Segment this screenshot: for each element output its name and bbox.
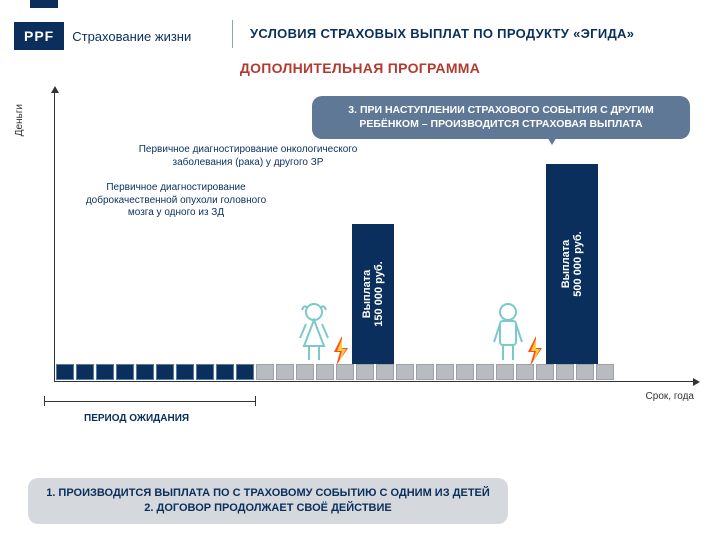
y-axis-label: Деньги bbox=[14, 104, 25, 136]
tick-waiting bbox=[156, 364, 174, 380]
tick-waiting bbox=[116, 364, 134, 380]
tick-active bbox=[376, 364, 394, 380]
bar-payout-2-label: Выплата 500 000 руб. bbox=[560, 231, 584, 296]
y-axis bbox=[54, 92, 55, 382]
decorative-stripe bbox=[30, 0, 58, 8]
tick-waiting bbox=[76, 364, 94, 380]
annotation-2: Первичное диагностирование онкологическо… bbox=[108, 144, 388, 169]
logo: PPF Страхование жизни bbox=[14, 22, 191, 50]
tick-active bbox=[276, 364, 294, 380]
header-divider bbox=[232, 20, 233, 48]
tick-active bbox=[416, 364, 434, 380]
tick-active bbox=[476, 364, 494, 380]
logo-text: Страхование жизни bbox=[72, 29, 191, 44]
bar-payout-2: Выплата 500 000 руб. bbox=[546, 164, 598, 364]
tick-active bbox=[316, 364, 334, 380]
tick-active bbox=[296, 364, 314, 380]
tick-active bbox=[396, 364, 414, 380]
tick-active bbox=[556, 364, 574, 380]
lightning-icon-1 bbox=[332, 336, 350, 366]
x-axis bbox=[54, 381, 694, 382]
tick-waiting bbox=[56, 364, 74, 380]
bottom-line2: 2. ДОГОВОР ПРОДОЛЖАЕТ СВОЁ ДЕЙСТВИЕ bbox=[144, 502, 391, 514]
tick-active bbox=[516, 364, 534, 380]
tick-active bbox=[356, 364, 374, 380]
page-subtitle: ДОПОЛНИТЕЛЬНАЯ ПРОГРАММА bbox=[0, 60, 720, 76]
lightning-icon-2 bbox=[526, 336, 544, 366]
tick-active bbox=[496, 364, 514, 380]
timeline-ticks bbox=[56, 364, 614, 380]
tick-active bbox=[256, 364, 274, 380]
tick-waiting bbox=[176, 364, 194, 380]
bar-payout-1: Выплата 150 000 руб. bbox=[352, 224, 394, 364]
tick-waiting bbox=[136, 364, 154, 380]
tick-waiting bbox=[236, 364, 254, 380]
annotation-1: Первичное диагностирование доброкачестве… bbox=[76, 182, 276, 220]
girl-icon bbox=[294, 302, 334, 364]
bar-payout-1-label: Выплата 150 000 руб. bbox=[361, 261, 385, 326]
timeline-chart: Деньги Срок, года Первичное диагностиров… bbox=[54, 92, 694, 402]
page-title: УСЛОВИЯ СТРАХОВЫХ ВЫПЛАТ ПО ПРОДУКТУ «ЭГ… bbox=[250, 26, 634, 41]
logo-badge: PPF bbox=[14, 22, 64, 50]
tick-active bbox=[456, 364, 474, 380]
bottom-summary: 1. ПРОИЗВОДИТСЯ ВЫПЛАТА ПО С ТРАХОВОМУ С… bbox=[28, 478, 508, 524]
waiting-period-line bbox=[44, 401, 256, 402]
tick-active bbox=[576, 364, 594, 380]
waiting-period-label: ПЕРИОД ОЖИДАНИЯ bbox=[84, 413, 189, 424]
tick-active bbox=[536, 364, 554, 380]
tick-waiting bbox=[216, 364, 234, 380]
tick-active bbox=[436, 364, 454, 380]
tick-waiting bbox=[196, 364, 214, 380]
tick-waiting bbox=[96, 364, 114, 380]
bottom-line1: 1. ПРОИЗВОДИТСЯ ВЫПЛАТА ПО С ТРАХОВОМУ С… bbox=[46, 487, 490, 499]
tick-active bbox=[596, 364, 614, 380]
tick-active bbox=[336, 364, 354, 380]
boy-icon bbox=[488, 302, 528, 364]
x-axis-label: Срок, года bbox=[646, 391, 694, 402]
